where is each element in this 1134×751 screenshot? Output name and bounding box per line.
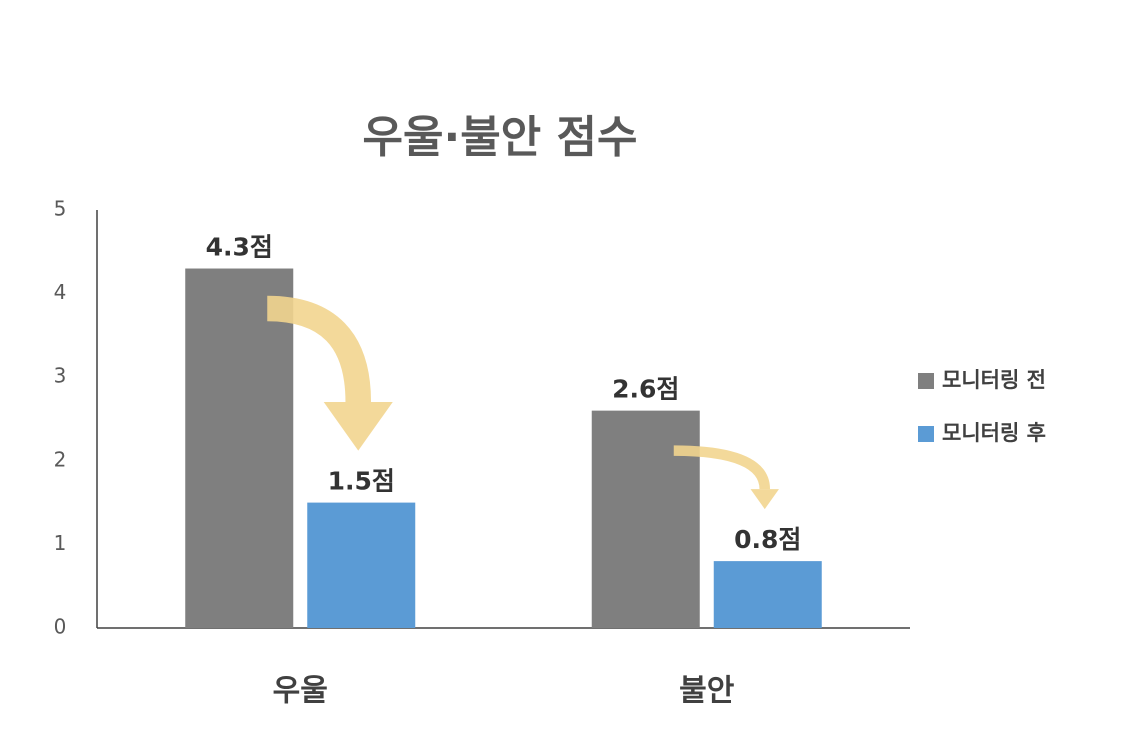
legend-label: 모니터링 후 <box>942 421 1046 445</box>
y-tick-label: 0 <box>54 615 67 639</box>
y-tick-label: 1 <box>54 531 67 555</box>
bar <box>307 502 416 628</box>
y-tick-label: 5 <box>54 197 67 221</box>
arrow-head <box>750 489 779 510</box>
bar <box>591 410 700 628</box>
bar <box>713 561 822 628</box>
value-label: 2.6점 <box>612 375 679 404</box>
chart-title: 우울·불안 점수 <box>363 112 638 163</box>
legend-label: 모니터링 전 <box>942 368 1046 392</box>
value-label: 0.8점 <box>734 525 801 554</box>
legend-swatch <box>918 373 934 389</box>
arrow-head <box>323 402 393 451</box>
bar <box>185 268 294 628</box>
value-label: 4.3점 <box>206 233 273 262</box>
legend-swatch <box>918 426 934 442</box>
y-tick-label: 4 <box>54 280 67 304</box>
arrow-body <box>673 445 771 490</box>
value-label: 1.5점 <box>328 467 395 496</box>
y-tick-label: 2 <box>54 447 67 471</box>
y-tick-label: 3 <box>54 364 67 388</box>
arrow-body <box>266 295 372 403</box>
x-tick-label: 우울 <box>273 674 328 709</box>
x-tick-label: 불안 <box>679 674 735 709</box>
